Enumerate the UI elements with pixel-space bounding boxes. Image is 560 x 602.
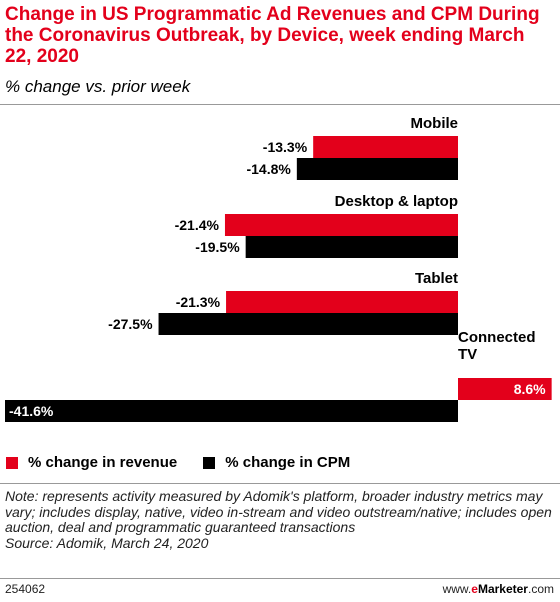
note-divider	[0, 483, 560, 484]
data-label-tablet-cpm: -27.5%	[108, 316, 153, 332]
data-label-mobile-revenue: -13.3%	[263, 139, 308, 155]
category-label-connected-tv: Connected TV	[458, 329, 536, 363]
bar-chart: Mobile -13.3% -14.8% Desktop & laptop -21.4%…	[5, 115, 552, 422]
bar-mobile-cpm	[296, 158, 458, 180]
bar-connected-tv-cpm	[5, 400, 458, 422]
legend-item-revenue: % change in revenue	[6, 454, 177, 471]
bar-desktop-laptop-cpm	[245, 236, 458, 258]
chart-legend: % change in revenue % change in CPM	[6, 454, 376, 471]
chart-title: Change in US Programmatic Ad Revenues an…	[5, 4, 540, 67]
data-label-desktop-laptop-revenue: -21.4%	[175, 217, 220, 233]
category-label-mobile: Mobile	[411, 115, 459, 132]
category-label-desktop-laptop: Desktop & laptop	[335, 193, 458, 210]
data-label-desktop-laptop-cpm: -19.5%	[195, 239, 240, 255]
data-label-mobile-cpm: -14.8%	[246, 161, 291, 177]
chart-note: Note: represents activity measured by Ad…	[5, 488, 555, 551]
legend-swatch-cpm	[203, 456, 216, 469]
note-text: Note: represents activity measured by Ad…	[5, 488, 552, 535]
legend-swatch-revenue	[6, 456, 18, 469]
bar-mobile-revenue	[313, 136, 458, 158]
bar-desktop-laptop-revenue	[224, 214, 458, 236]
footer: 254062 www.eMarketer.com	[5, 582, 554, 596]
chart-subtitle: % change vs. prior week	[5, 77, 191, 96]
data-label-tablet-revenue: -21.3%	[176, 294, 221, 310]
bar-tablet-revenue	[226, 291, 458, 313]
legend-label-cpm: % change in CPM	[225, 454, 351, 471]
footer-divider	[0, 578, 560, 579]
emarketer-logo: www.eMarketer.com	[442, 582, 554, 596]
legend-item-cpm: % change in CPM	[203, 454, 350, 471]
bar-tablet-cpm	[158, 313, 458, 335]
category-label-tablet: Tablet	[415, 270, 458, 287]
source-text: Source: Adomik, March 24, 2020	[5, 534, 209, 551]
top-divider	[0, 104, 560, 105]
chart-id: 254062	[5, 582, 46, 596]
bar-connected-tv-revenue	[458, 378, 552, 400]
data-label-connected-tv-revenue: 8.6%	[514, 381, 546, 397]
data-label-connected-tv-cpm: -41.6%	[9, 403, 54, 419]
legend-label-revenue: % change in revenue	[28, 454, 178, 471]
